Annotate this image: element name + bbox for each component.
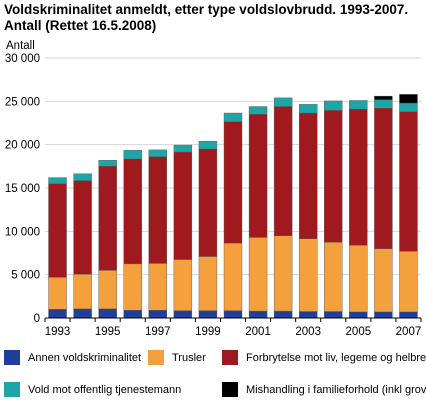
x-tick-label: 2007 — [396, 326, 422, 338]
x-tick-label: 2001 — [245, 326, 271, 338]
legend-swatch-trusler — [148, 350, 164, 365]
bar-segment-1999-s2 — [198, 148, 218, 257]
chart-title-line1: Voldskriminalitet anmeldt, etter type vo… — [4, 2, 409, 17]
bar-segment-1996-s0 — [123, 310, 142, 319]
bar-segment-2004-s3 — [324, 100, 343, 111]
bar-segment-2007-s0 — [399, 311, 418, 319]
bar-segment-1997-s3 — [148, 149, 168, 158]
bar-segment-2002-s1 — [273, 235, 293, 312]
bar-segment-2006-s2 — [374, 108, 393, 249]
legend-item-annen: Annen voldskriminalitet — [4, 350, 141, 365]
bar-segment-1997-s0 — [148, 310, 168, 319]
bar-segment-2000-s1 — [223, 242, 243, 311]
bar-segment-2001-s2 — [248, 114, 268, 238]
bar-segment-2003-s1 — [299, 238, 318, 312]
bar-segment-2003-s0 — [299, 311, 318, 319]
bar-segment-1999-s1 — [198, 256, 218, 311]
bar-segment-2007-s3 — [399, 102, 418, 112]
y-tick-label: 0 — [34, 313, 40, 325]
bar-segment-2001-s1 — [248, 237, 268, 312]
bar-segment-1994-s3 — [73, 173, 92, 181]
bar-segment-1993-s3 — [48, 177, 67, 184]
bar-segment-2006-s4 — [374, 95, 393, 100]
bar-segment-1996-s3 — [123, 150, 142, 160]
bar-segment-1998-s2 — [173, 151, 193, 260]
bar-segment-1998-s3 — [173, 144, 193, 153]
x-tick-label: 2003 — [295, 326, 321, 338]
x-tick-label: 1997 — [145, 326, 171, 338]
bar-segment-2006-s0 — [374, 311, 393, 319]
bar-segment-1993-s1 — [48, 277, 67, 310]
bar-segment-2000-s0 — [223, 310, 243, 319]
bar-segment-2005-s2 — [349, 108, 368, 246]
bar-segment-2001-s0 — [248, 310, 268, 319]
bar-segment-1999-s0 — [198, 310, 218, 319]
bar-segment-1998-s1 — [173, 259, 193, 311]
y-tick-label: 10 000 — [5, 226, 40, 238]
y-tick-label: 5 000 — [11, 270, 40, 282]
legend-swatch-vold-tjenestemann — [4, 382, 20, 397]
bar-segment-1997-s1 — [148, 263, 168, 311]
legend-item-forbrytelse: Forbrytelse mot liv, legeme og helbred — [222, 350, 426, 365]
bar-segment-2005-s0 — [349, 311, 368, 319]
y-tick-label: 30 000 — [5, 53, 40, 65]
bar-segment-1994-s2 — [73, 180, 92, 275]
bar-segment-2002-s2 — [273, 106, 293, 236]
bar-segment-1998-s0 — [173, 310, 193, 319]
bar-segment-1995-s1 — [98, 270, 117, 310]
bar-segment-2007-s2 — [399, 111, 418, 252]
x-tick-label: 1999 — [195, 326, 221, 338]
bar-segment-1997-s2 — [148, 156, 168, 264]
bar-segment-2003-s2 — [299, 112, 318, 239]
bar-segment-1993-s0 — [48, 309, 67, 319]
legend-swatch-mishandling — [222, 382, 238, 397]
legend-label-vold-tjenestemann: Vold mot offentlig tjenestemann — [28, 383, 182, 396]
bar-segment-2005-s3 — [349, 100, 368, 110]
bar-segment-1994-s0 — [73, 308, 92, 319]
bar-segment-1995-s0 — [98, 308, 117, 319]
legend-item-mishandling: Mishandling i familieforhold (inkl grov) — [222, 382, 426, 397]
chart-title: Voldskriminalitet anmeldt, etter type vo… — [4, 2, 424, 34]
y-tick-label: 20 000 — [5, 140, 40, 152]
bar-segment-2006-s1 — [374, 248, 393, 313]
stacked-bar-chart: 0 5 000 10 000 15 000 20 000 25 000 30 000 1993… — [5, 53, 422, 338]
x-tick-label: 1993 — [45, 326, 71, 338]
legend-label-trusler: Trusler — [172, 351, 206, 364]
legend-item-vold-tjenestemann: Vold mot offentlig tjenestemann — [4, 382, 181, 397]
x-tick-label: 2005 — [346, 326, 372, 338]
bar-segment-1993-s2 — [48, 183, 67, 278]
bar-segment-1996-s2 — [123, 158, 142, 265]
bar-segment-2000-s2 — [223, 121, 243, 244]
y-tick-label: 25 000 — [5, 96, 40, 108]
bar-segment-2004-s1 — [324, 241, 343, 312]
bar-segment-1994-s1 — [73, 274, 92, 310]
legend: Annen voldskriminalitet Trusler Forbryte… — [0, 345, 426, 405]
bar-segment-1996-s1 — [123, 263, 142, 311]
legend-swatch-annen — [4, 350, 20, 365]
bar-segment-1995-s2 — [98, 166, 117, 271]
chart-title-line2: Antall (Rettet 16.5.2008) — [4, 18, 157, 33]
bar-segment-1995-s3 — [98, 160, 117, 167]
y-tick-label: 15 000 — [5, 183, 40, 195]
legend-item-trusler: Trusler — [148, 350, 206, 365]
bar-segment-2000-s3 — [223, 112, 243, 122]
bar-segment-2007-s4 — [399, 94, 418, 104]
bar-segment-2004-s2 — [324, 110, 343, 243]
bar-segment-2003-s3 — [299, 104, 318, 114]
x-tick-label: 1995 — [95, 326, 121, 338]
y-axis-label: Antall — [6, 40, 35, 52]
legend-label-forbrytelse: Forbrytelse mot liv, legeme og helbred — [246, 351, 426, 364]
legend-label-mishandling: Mishandling i familieforhold (inkl grov) — [246, 383, 426, 396]
bar-segment-2002-s0 — [273, 310, 293, 319]
legend-swatch-forbrytelse — [222, 350, 238, 365]
bar-segment-2002-s3 — [273, 97, 293, 107]
bar-segment-1999-s3 — [198, 140, 218, 150]
legend-label-annen: Annen voldskriminalitet — [28, 351, 142, 364]
bar-segment-2004-s0 — [324, 311, 343, 319]
bar-segment-2007-s1 — [399, 251, 418, 313]
bar-segment-2005-s1 — [349, 244, 368, 313]
bar-segment-2006-s3 — [374, 99, 393, 109]
bar-segment-2001-s3 — [248, 106, 268, 115]
